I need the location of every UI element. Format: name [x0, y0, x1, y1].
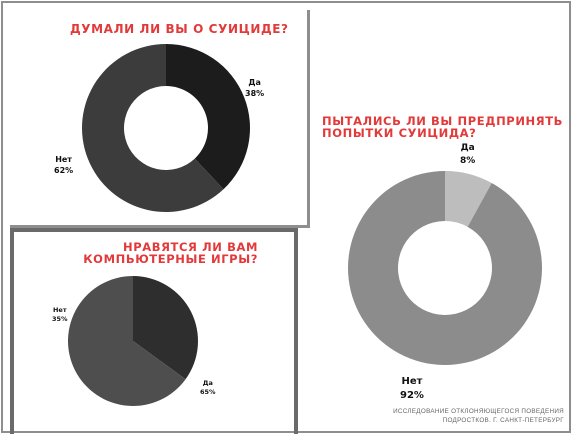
source-footnote: ИССЛЕДОВАНИЕ ОТКЛОНЯЮЩЕГОСЯ ПОВЕДЕНИЯ ПО… — [393, 407, 564, 425]
attempt-label-no-value: 92% — [400, 390, 424, 401]
pie-label-no-name: Нет — [52, 306, 67, 314]
chart-panel-suicide-thoughts — [10, 10, 310, 228]
pie-label-yes: Да 65% — [200, 379, 216, 397]
attempt-label-yes-value: 8% — [460, 156, 476, 166]
chart-title-line-2: ПОПЫТКИ СУИЦИДА? — [322, 126, 477, 140]
suicide-attempts-slice-0 — [445, 171, 492, 227]
chart-title-computer-games: НРАВЯТСЯ ЛИ ВАМ КОМПЬЮТЕРНЫЕ ИГРЫ? — [46, 241, 258, 265]
slice-label-no-name: Нет — [55, 155, 72, 164]
attempt-label-yes: Да 8% — [460, 142, 475, 168]
chart-title-line-1: НРАВЯТСЯ ЛИ ВАМ — [122, 240, 258, 254]
pie-label-no: Нет 35% — [52, 306, 68, 324]
chart-panel-computer-games — [10, 228, 298, 434]
computer-games-slice-0 — [133, 276, 199, 380]
chart-title-suicide-attempts: ПЫТАЛИСЬ ЛИ ВЫ ПРЕДПРИНЯТЬ ПОПЫТКИ СУИЦИ… — [322, 115, 563, 139]
attempt-label-no: Нет 92% — [400, 375, 424, 403]
attempt-label-no-name: Нет — [401, 376, 423, 387]
slice-label-yes-name: Да — [248, 78, 261, 87]
suicide-attempts-slice-1 — [348, 171, 543, 366]
footnote-line-2: ПОДРОСТКОВ. Г. САНКТ-ПЕТЕРБУРГ — [442, 417, 564, 424]
suicide-thoughts-slice-0 — [166, 44, 250, 190]
slice-label-no: Нет 62% — [54, 154, 73, 176]
computer-games-slice-1 — [68, 276, 186, 406]
outer-frame — [1, 1, 571, 433]
slice-label-no-value: 62% — [54, 166, 74, 175]
suicide-thoughts-slice-1 — [82, 44, 224, 212]
slice-label-yes: Да 38% — [245, 77, 264, 99]
chart-title-line-2: КОМПЬЮТЕРНЫЕ ИГРЫ? — [83, 252, 258, 266]
chart-title-suicide-thoughts: ДУМАЛИ ЛИ ВЫ О СУИЦИДЕ? — [70, 22, 289, 36]
slice-label-yes-value: 38% — [245, 89, 265, 98]
pie-label-yes-value: 65% — [200, 388, 216, 396]
pie-label-yes-name: Да — [202, 379, 213, 387]
attempt-label-yes-name: Да — [460, 143, 475, 153]
footnote-line-1: ИССЛЕДОВАНИЕ ОТКЛОНЯЮЩЕГОСЯ ПОВЕДЕНИЯ — [393, 408, 564, 415]
pie-label-no-value: 35% — [52, 315, 68, 323]
chart-title-line-1: ПЫТАЛИСЬ ЛИ ВЫ ПРЕДПРИНЯТЬ — [322, 114, 564, 128]
